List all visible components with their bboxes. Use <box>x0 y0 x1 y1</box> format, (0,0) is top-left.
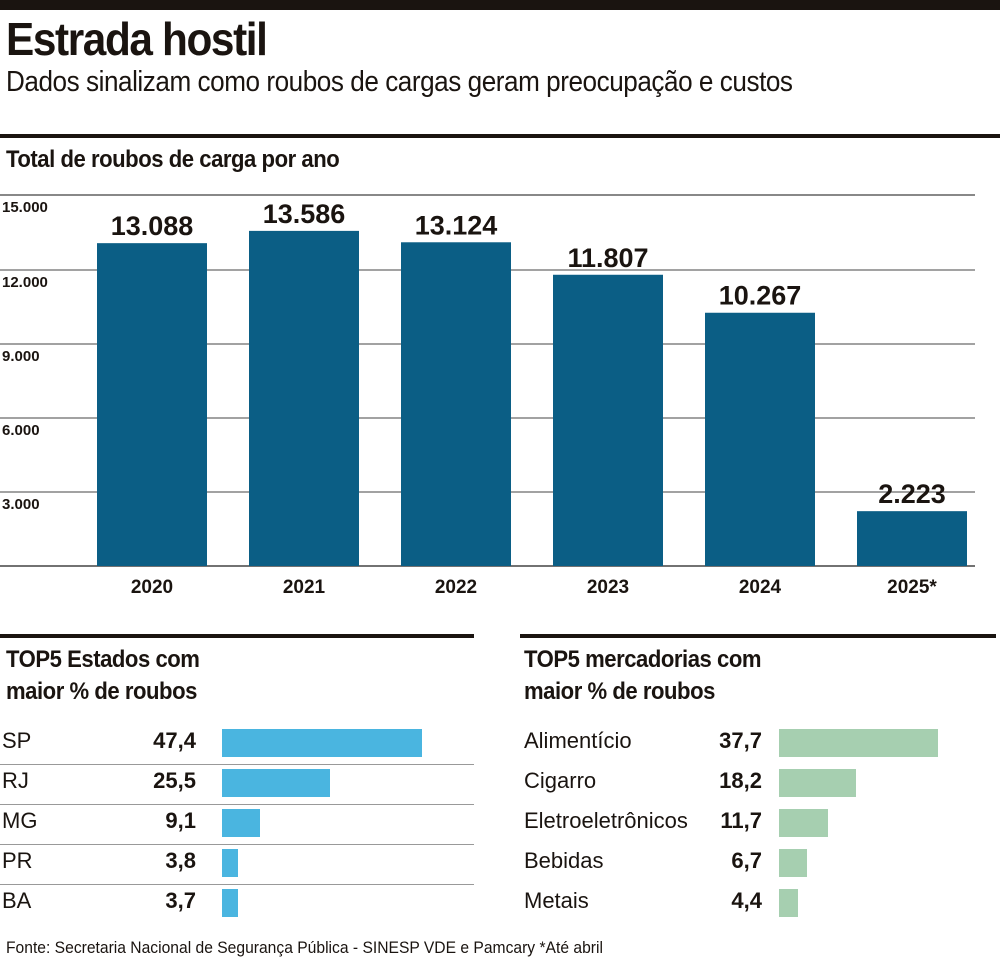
y-tick-label: 3.000 <box>2 496 40 513</box>
value-label: 6,7 <box>731 848 762 873</box>
bar <box>779 849 808 877</box>
bar-value-label: 10.267 <box>719 281 802 311</box>
category-label: Eletroeletrônicos <box>524 808 688 833</box>
value-label: 25,5 <box>153 768 196 793</box>
category-label: Alimentício <box>524 728 632 753</box>
bar <box>553 274 663 566</box>
goods-title-line2: maior % de roubos <box>524 678 715 705</box>
y-tick-label: 15.000 <box>2 199 48 216</box>
value-label: 3,8 <box>165 848 196 873</box>
goods-title-line1: TOP5 mercadorias com <box>524 646 762 673</box>
page-title: Estrada hostil <box>6 13 268 65</box>
bar <box>401 242 511 566</box>
y-tick-label: 9.000 <box>2 348 40 365</box>
bar <box>779 769 856 797</box>
bar-value-label: 2.223 <box>878 479 946 509</box>
category-label: RJ <box>2 768 29 793</box>
bar <box>222 729 423 757</box>
bar-value-label: 11.807 <box>567 243 648 273</box>
value-label: 9,1 <box>165 808 196 833</box>
category-label: PR <box>2 848 33 873</box>
bar <box>222 889 238 917</box>
section-rule <box>0 134 1000 138</box>
bar <box>97 243 207 566</box>
x-tick-label: 2025* <box>887 577 937 598</box>
bar <box>249 230 359 566</box>
x-tick-label: 2023 <box>587 577 629 598</box>
value-label: 18,2 <box>719 768 762 793</box>
bar <box>705 312 815 566</box>
category-label: Metais <box>524 888 589 913</box>
row-separator <box>0 804 474 805</box>
bar <box>779 809 829 837</box>
goods-rule <box>520 634 996 638</box>
source-footer: Fonte: Secretaria Nacional de Segurança … <box>6 938 603 957</box>
states-rule <box>0 634 474 638</box>
category-label: BA <box>2 888 32 913</box>
states-title-line1: TOP5 Estados com <box>6 646 200 673</box>
y-tick-label: 6.000 <box>2 422 40 439</box>
value-label: 11,7 <box>720 808 762 833</box>
category-label: Bebidas <box>524 848 604 873</box>
row-separator <box>0 764 474 765</box>
value-label: 47,4 <box>153 728 196 753</box>
x-tick-label: 2022 <box>435 577 477 598</box>
bar <box>222 849 239 877</box>
bar <box>222 809 261 837</box>
page-subtitle: Dados sinalizam como roubos de cargas ge… <box>6 66 793 98</box>
annual-chart-title: Total de roubos de carga por ano <box>6 146 340 173</box>
category-label: MG <box>2 808 38 833</box>
bar <box>857 511 967 566</box>
row-separator <box>0 884 474 885</box>
y-tick-label: 12.000 <box>2 274 48 291</box>
value-label: 3,7 <box>165 888 196 913</box>
bar-value-label: 13.124 <box>415 210 498 240</box>
bar-value-label: 13.088 <box>111 211 194 241</box>
annual-bar-chart: 3.000 6.000 9.000 12.000 15.000 13.088 2020 13.… <box>0 194 975 598</box>
row-separator <box>0 844 474 845</box>
x-tick-label: 2021 <box>283 577 326 598</box>
bar <box>779 729 939 757</box>
category-label: SP <box>2 728 32 753</box>
x-tick-label: 2020 <box>131 577 173 598</box>
value-label: 37,7 <box>719 728 762 753</box>
states-title-line2: maior % de roubos <box>6 678 197 705</box>
top-bar <box>0 0 1000 10</box>
value-label: 4,4 <box>731 888 762 913</box>
category-label: Cigarro <box>524 768 597 793</box>
bar <box>222 769 330 797</box>
bar <box>779 889 798 917</box>
x-tick-label: 2024 <box>739 577 782 598</box>
bar-value-label: 13.586 <box>263 199 346 229</box>
